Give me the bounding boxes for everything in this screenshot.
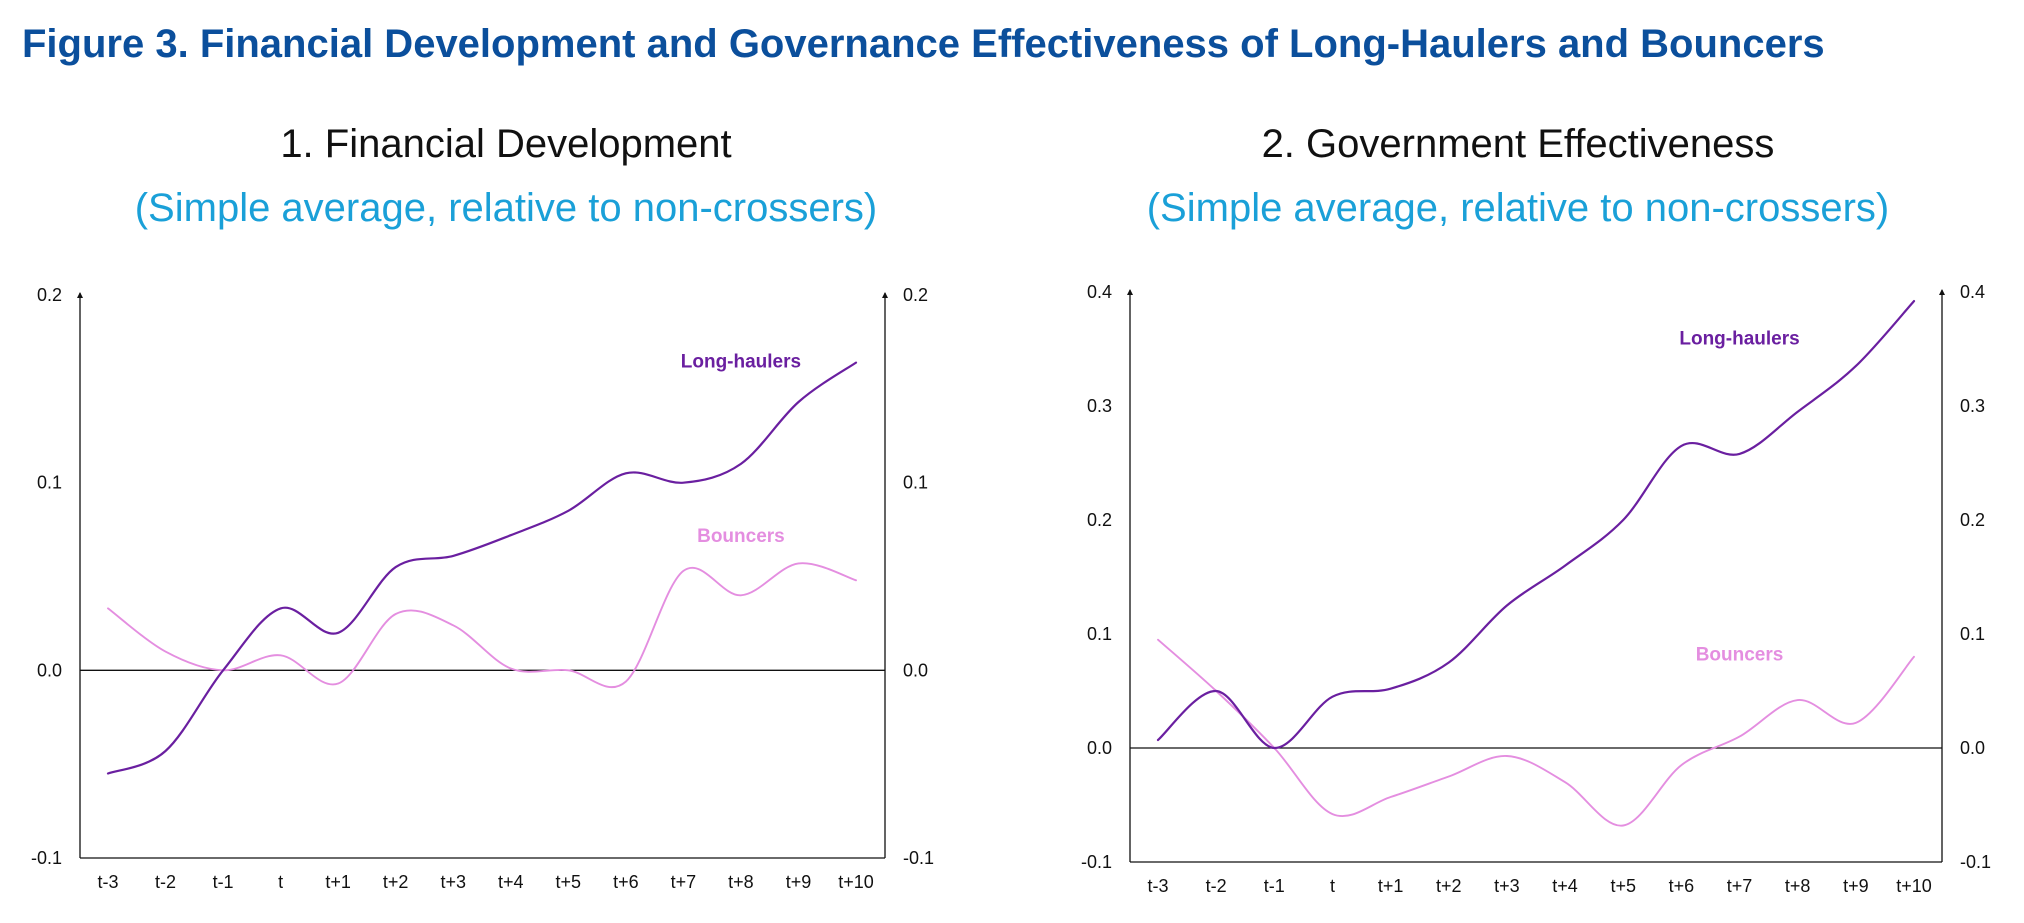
y-tick-label-right: 0.4 [1960,282,1985,302]
series-line-long-haulers [106,361,858,775]
x-tick-label: t+3 [1494,876,1520,896]
y-tick-label-left: 0.0 [1087,738,1112,758]
y-tick-label-left: 0.2 [37,285,62,305]
y-tick-label-left: -0.1 [31,848,62,868]
x-tick-label: t+2 [1436,876,1462,896]
y-tick-label-right: 0.1 [1960,624,1985,644]
x-tick-label: t [278,872,283,892]
x-tick-label: t+9 [1843,876,1869,896]
y-tick-label-right: 0.1 [903,473,928,493]
government-effectiveness-chart: 0.4 0.4 0.3 0.3 0.2 0.2 0.1 0.1 0.0 0.0 -0.1 -0.1 t-… [1081,282,1991,896]
y-tick-label-right: 0.2 [1960,510,1985,530]
x-tick-label: t+8 [728,872,754,892]
y-tick-label-left: 0.4 [1087,282,1112,302]
y-tick-label-right: 0.0 [1960,738,1985,758]
y-tick-label-left: 0.2 [1087,510,1112,530]
panel-financial-development: 1. Financial Development (Simple average… [31,122,934,892]
series-line-bouncers [1157,638,1915,827]
x-tick-label: t [1330,876,1335,896]
panel-government-effectiveness: 2. Government Effectiveness (Simple aver… [1012,0,2024,923]
y-tick-label-left: 0.1 [1087,624,1112,644]
x-tick-label: t+5 [556,872,582,892]
x-tick-label: t-1 [1264,876,1285,896]
right-axis-arrow [882,292,888,298]
y-tick-label-right: 0.3 [1960,396,1985,416]
x-tick-label: t+3 [440,872,466,892]
x-tick-label: t+2 [383,872,409,892]
y-tick-label-right: -0.1 [903,848,934,868]
x-tick-label: t+9 [786,872,812,892]
y-tick-label-left: 0.0 [37,660,62,680]
chart-subtitle: (Simple average, relative to non-crosser… [1146,186,1890,230]
x-tick-label: t-2 [1206,876,1227,896]
x-tick-label: t-3 [97,872,118,892]
chart-title: 1. Financial Development [280,122,732,166]
financial-development-chart: 0.2 0.2 0.1 0.1 0.0 0.0 -0.1 -0.1 t-3 t-2 t-1 t t+1 t… [31,285,934,892]
x-tick-label: t+5 [1610,876,1636,896]
y-tick-label-right: 0.0 [903,660,928,680]
y-tick-label-left: -0.1 [1081,852,1112,872]
x-tick-label: t+4 [1552,876,1578,896]
x-tick-label: t+1 [325,872,351,892]
x-tick-label: t+6 [613,872,639,892]
series-label-long-haulers: Long-haulers [681,352,801,373]
chart-title: 2. Government Effectiveness [1261,122,1775,166]
x-tick-label: t+10 [838,872,874,892]
y-tick-label-left: 0.1 [37,473,62,493]
x-tick-label: t-2 [155,872,176,892]
x-tick-label: t+1 [1378,876,1404,896]
chart-subtitle: (Simple average, relative to non-crosser… [134,186,878,230]
x-tick-label: t+4 [498,872,524,892]
figure-title: Figure 3. Financial Development and Gove… [22,22,1825,66]
left-axis-arrow [1127,289,1133,295]
x-tick-label: t+8 [1785,876,1811,896]
right-axis-arrow [1939,289,1945,295]
y-tick-label-left: 0.3 [1087,396,1112,416]
x-tick-label: t+7 [1727,876,1753,896]
x-tick-label: t-3 [1147,876,1168,896]
y-tick-label-right: -0.1 [1960,852,1991,872]
series-label-long-haulers: Long-haulers [1679,329,1799,350]
series-line-bouncers [107,562,857,689]
x-tick-label: t+7 [671,872,697,892]
series-line-long-haulers [1156,300,1916,750]
series-label-bouncers: Bouncers [697,526,785,547]
x-tick-label: t+10 [1896,876,1932,896]
x-tick-label: t+6 [1669,876,1695,896]
left-axis-arrow [77,292,83,298]
y-tick-label-right: 0.2 [903,285,928,305]
series-label-bouncers: Bouncers [1696,644,1784,665]
x-tick-label: t-1 [213,872,234,892]
